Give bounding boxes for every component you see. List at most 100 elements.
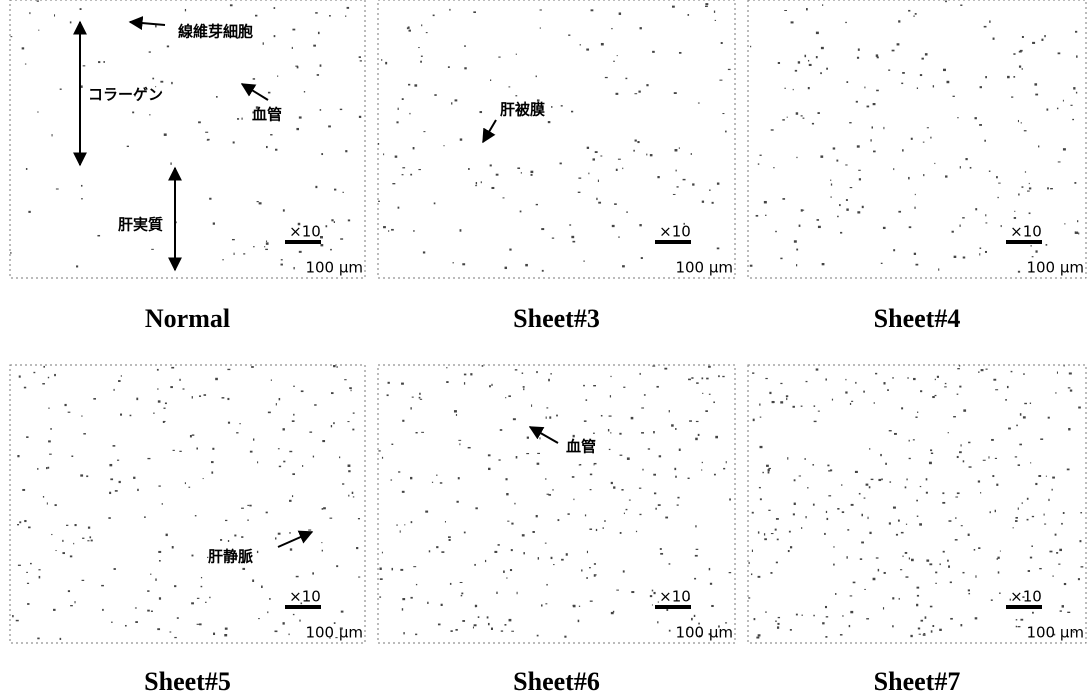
- speckle: [585, 514, 586, 516]
- speckle: [759, 487, 761, 488]
- speckle: [1013, 527, 1014, 528]
- speckle: [610, 395, 611, 397]
- speckle: [26, 168, 27, 170]
- speckle: [540, 27, 541, 28]
- speckle: [536, 515, 538, 517]
- speckle: [613, 486, 615, 488]
- speckle: [792, 406, 794, 408]
- speckle: [853, 582, 856, 584]
- speckle: [911, 138, 913, 140]
- speckle: [207, 139, 210, 141]
- speckle: [158, 400, 161, 402]
- speckle: [564, 636, 566, 638]
- speckle: [826, 511, 827, 513]
- speckle: [998, 183, 1000, 184]
- speckle: [851, 504, 854, 506]
- speckle: [462, 263, 465, 265]
- speckle: [873, 578, 876, 580]
- speckle: [748, 597, 750, 598]
- speckle: [675, 476, 677, 478]
- speckle: [209, 198, 211, 200]
- speckle: [846, 199, 848, 201]
- speckle: [552, 489, 553, 491]
- speckle: [846, 208, 848, 210]
- speckle: [921, 58, 923, 60]
- speckle: [328, 125, 331, 127]
- speckle: [269, 598, 271, 600]
- speckle: [639, 514, 641, 515]
- speckle: [950, 582, 952, 584]
- scale-label: 100 μm: [1026, 259, 1084, 277]
- speckle: [923, 633, 925, 634]
- speckle: [436, 546, 438, 548]
- speckle: [782, 119, 785, 120]
- speckle: [340, 109, 342, 110]
- speckle: [396, 524, 398, 525]
- speckle: [860, 558, 862, 560]
- speckle: [916, 500, 918, 502]
- speckle: [358, 577, 360, 578]
- speckle: [540, 9, 542, 10]
- speckle: [841, 484, 842, 485]
- speckle: [798, 61, 800, 63]
- speckle: [511, 549, 513, 551]
- speckle: [614, 203, 617, 205]
- speckle: [923, 174, 924, 176]
- speckle: [38, 569, 40, 570]
- speckle: [461, 593, 463, 595]
- annotation: 線維芽細胞: [178, 23, 253, 41]
- speckle: [985, 214, 986, 216]
- speckle: [416, 432, 418, 433]
- speckle: [930, 449, 932, 451]
- speckle: [1052, 576, 1053, 577]
- speckle: [1005, 399, 1007, 401]
- speckle: [1044, 35, 1045, 37]
- speckle: [980, 492, 981, 493]
- speckle: [845, 391, 847, 393]
- speckle: [1032, 516, 1034, 517]
- speckle: [827, 465, 829, 467]
- speckle: [385, 62, 387, 64]
- speckle: [1014, 217, 1016, 219]
- speckle: [917, 587, 920, 589]
- speckle: [510, 569, 512, 571]
- speckle: [1060, 610, 1062, 611]
- speckle: [989, 171, 991, 172]
- speckle: [758, 531, 759, 533]
- speckle: [933, 85, 934, 87]
- speckle: [764, 533, 765, 535]
- speckle: [283, 622, 285, 624]
- speckle: [523, 388, 524, 390]
- speckle: [809, 64, 812, 66]
- speckle: [293, 614, 295, 615]
- speckle: [611, 482, 613, 484]
- speckle: [37, 111, 38, 112]
- scale-label: 100 μm: [675, 259, 733, 277]
- speckle: [920, 486, 921, 487]
- speckle: [905, 552, 907, 554]
- speckle: [995, 458, 997, 459]
- speckle: [450, 630, 452, 632]
- speckle: [542, 270, 544, 272]
- speckle: [299, 620, 300, 622]
- speckle: [82, 580, 85, 581]
- speckle: [509, 619, 512, 621]
- speckle: [491, 187, 494, 189]
- speckle: [1046, 476, 1047, 477]
- speckle: [857, 145, 860, 147]
- speckle: [899, 598, 900, 600]
- speckle: [968, 534, 970, 536]
- speckle: [1029, 212, 1031, 214]
- speckle: [1075, 31, 1077, 33]
- speckle: [780, 401, 783, 403]
- speckle: [580, 44, 581, 45]
- speckle: [1027, 519, 1029, 521]
- speckle: [517, 167, 520, 169]
- speckle: [892, 50, 895, 52]
- speckle: [508, 395, 511, 397]
- speckle: [171, 367, 174, 369]
- speckle: [786, 398, 787, 400]
- speckle: [561, 105, 563, 106]
- speckle: [909, 458, 911, 459]
- speckle: [850, 403, 851, 405]
